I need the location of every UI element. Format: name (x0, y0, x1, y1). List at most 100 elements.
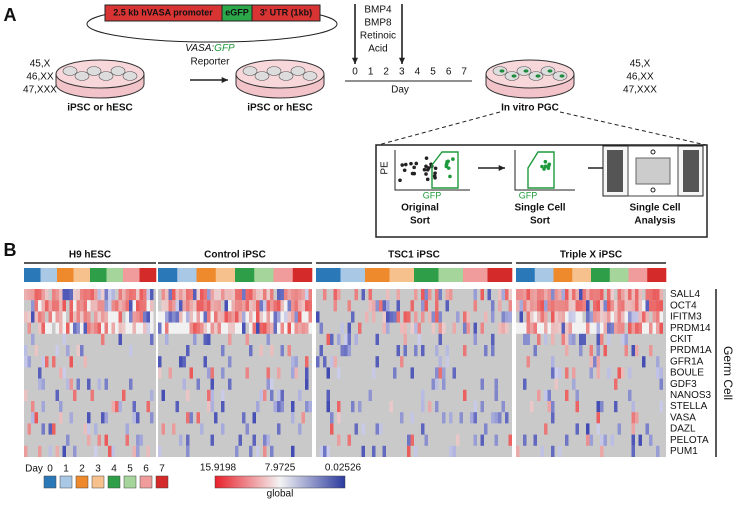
factor: BMP4 (364, 5, 392, 16)
heatmap-cell (83, 300, 87, 312)
legend-label: 4 (111, 464, 117, 475)
heatmap-cell (501, 289, 505, 301)
step-title: Sort (410, 216, 431, 227)
heatmap-cell (631, 345, 635, 357)
heatmap-cell (540, 289, 544, 301)
heatmap-cell (62, 333, 66, 345)
heatmap-cell (203, 311, 207, 323)
heatmap-cell (628, 367, 632, 379)
heatmap-cell (607, 289, 611, 301)
panel-label: B (4, 240, 17, 260)
heatmap-cell (449, 445, 453, 457)
heatmap-cell (638, 311, 642, 323)
heatmap-cell (523, 289, 527, 301)
heatmap-cell (400, 356, 404, 368)
heatmap-cell (473, 289, 477, 301)
heatmap-cell (146, 401, 150, 413)
heatmap-cell (210, 378, 214, 390)
heatmap-cell (656, 445, 660, 457)
heatmap-cell (108, 445, 112, 457)
gene-label: GDF3 (670, 379, 697, 390)
heatmap-cell (572, 378, 576, 390)
heatmap-cell (249, 289, 253, 301)
day-band (572, 268, 592, 282)
heatmap-cell (344, 333, 348, 345)
heatmap-cell (526, 333, 530, 345)
heatmap-cell (34, 345, 38, 357)
heatmap-cell (438, 333, 442, 345)
heatmap-cell (305, 300, 309, 312)
heatmap-cell (572, 367, 576, 379)
heatmap-cell (558, 367, 562, 379)
heatmap-cell (189, 412, 193, 424)
heatmap-cell (62, 322, 66, 334)
heatmap-cell (593, 311, 597, 323)
heatmap-cell (111, 311, 115, 323)
axes (514, 150, 575, 191)
colony (242, 66, 258, 76)
heatmap-cell (614, 311, 618, 323)
heatmap-cell (301, 311, 305, 323)
gene-label: PRDM1A (670, 345, 712, 356)
heatmap-cell (80, 289, 84, 301)
heatmap-cell (118, 289, 122, 301)
heatmap-cell (284, 300, 288, 312)
heatmap-cell (589, 322, 593, 334)
heatmap-cell (104, 311, 108, 323)
step-title: Single Cell (514, 203, 565, 214)
heatmap-cell (649, 322, 653, 334)
gfp-cell (499, 69, 505, 73)
arrow-head (221, 76, 228, 84)
heatmap-cell (368, 300, 372, 312)
heatmap-cell (252, 412, 256, 424)
heatmap-cell (551, 289, 555, 301)
heatmap-cell (45, 322, 49, 334)
heatmap-cell (540, 300, 544, 312)
day-band (647, 268, 667, 282)
heatmap-cell (200, 311, 204, 323)
heatmap-cell (235, 445, 239, 457)
heatmap-cell (52, 300, 56, 312)
heatmap-cell (326, 401, 330, 413)
heatmap-cell (277, 401, 281, 413)
heatmap-cell (186, 345, 190, 357)
heatmap-cell (203, 322, 207, 334)
heatmap-cell (59, 300, 63, 312)
heatmap-cell (122, 289, 126, 301)
gene-label: VASA (670, 412, 696, 423)
heatmap-cell (270, 389, 274, 401)
gene-set-label: Germ Cell (721, 346, 735, 400)
construct-label: eGFP (225, 7, 249, 17)
heatmap-cell (118, 401, 122, 413)
arrow-head (351, 57, 359, 64)
heatmap-cell (182, 300, 186, 312)
heatmap-cell (228, 311, 232, 323)
gate (431, 151, 459, 189)
heatmap-cell (551, 356, 555, 368)
heatmap-cell (466, 311, 470, 323)
chip-hole (650, 187, 656, 193)
heatmap-cell (463, 311, 467, 323)
heatmap-cell (610, 289, 614, 301)
heatmap-cell (614, 401, 618, 413)
day-band (177, 268, 197, 282)
heatmap-cell (111, 445, 115, 457)
heatmap-cell (494, 434, 498, 446)
heatmap-cell (256, 322, 260, 334)
heatmap-cell (554, 378, 558, 390)
heatmap-cell (161, 311, 165, 323)
heatmap-cell (66, 322, 70, 334)
heatmap-cell (445, 289, 449, 301)
day-band (139, 268, 157, 282)
heatmap-cell (125, 300, 129, 312)
heatmap-cell (600, 311, 604, 323)
heatmap-cell (196, 311, 200, 323)
heatmap-cell (87, 434, 91, 446)
heatmap-cell (526, 356, 530, 368)
panel-label: A (4, 5, 17, 25)
heatmap-cell (210, 322, 214, 334)
heatmap-cell (172, 423, 176, 435)
heatmap-cell (59, 401, 63, 413)
heatmap-cell (217, 322, 221, 334)
heatmap-cell (294, 311, 298, 323)
